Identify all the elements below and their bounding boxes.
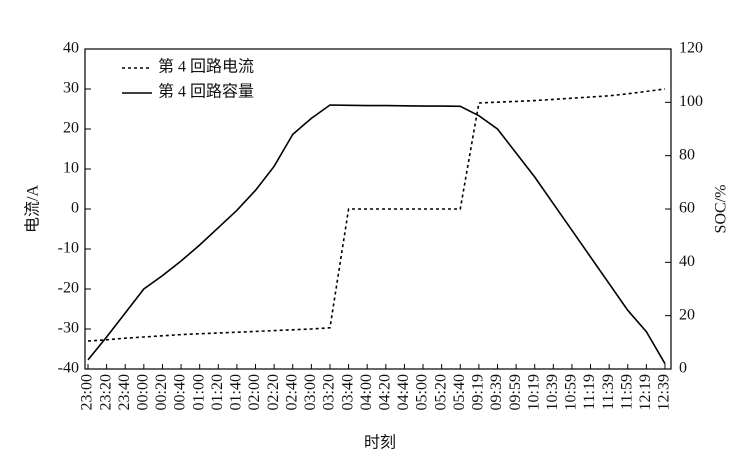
x-tick-label: 09:59 [507,374,524,410]
x-tick-label: 12:39 [656,374,673,410]
y2-tick-label: 80 [679,146,695,163]
x-tick-label: 05:40 [451,374,468,410]
series-line [87,104,666,365]
x-tick-label: 00:40 [172,374,189,410]
legend-label: 第 4 回路电流 [158,58,254,76]
x-tick-label: 10:19 [525,374,542,410]
x-tick-label: 10:39 [544,374,561,410]
y-axis-label: 电流/A [24,185,42,233]
x-tick-label: 04:20 [376,374,393,410]
x-tick-label: 05:00 [414,374,431,410]
x-tick-label: 12:19 [637,374,654,410]
x-tick-label: 05:20 [432,374,449,410]
x-tick-label: 01:00 [190,374,207,410]
x-tick-label: 10:59 [563,374,580,410]
y-tick-label: 30 [63,80,79,97]
x-tick-label: 11:59 [618,374,635,410]
x-tick-label: 03:40 [339,374,356,410]
x-tick-label: 02:40 [283,374,300,410]
x-tick-label: 09:19 [470,374,487,410]
x-tick-label: 04:00 [358,374,375,410]
x-tick-label: 11:19 [581,374,598,410]
y2-tick-label: 20 [679,306,695,323]
x-tick-label: 03:00 [302,374,319,410]
y-tick-label: 40 [63,40,79,57]
x-tick-label: 23:00 [79,374,96,410]
x-tick-label: 00:00 [135,374,152,410]
x-tick-label: 01:40 [228,374,245,410]
x-tick-label: 04:40 [395,374,412,410]
y-tick-label: 10 [63,160,79,177]
y-tick-label: 20 [63,120,79,137]
y-tick-label: -20 [58,280,79,297]
x-tick-label: 23:40 [116,374,133,410]
y2-tick-label: 0 [679,360,687,377]
x-tick-label: 09:39 [488,374,505,410]
x-tick-label: 02:20 [265,374,282,410]
x-axis-label: 时刻 [364,434,396,452]
y-tick-label: -30 [58,320,79,337]
x-tick-label: 01:20 [209,374,226,410]
y2-tick-label: 40 [679,253,695,270]
x-tick-label: 23:20 [97,374,114,410]
x-tick-label: 03:20 [321,374,338,410]
legend-label: 第 4 回路容量 [158,83,254,101]
x-tick-label: 11:39 [600,374,617,410]
y2-tick-label: 120 [679,40,703,57]
x-tick-label: 00:20 [153,374,170,410]
y-tick-label: 0 [71,200,79,217]
series-line [87,88,666,342]
x-tick-label: 02:00 [246,374,263,410]
y-tick-label: -10 [58,240,79,257]
y2-tick-label: 100 [679,93,703,110]
y2-axis-label: SOC/% [713,185,730,234]
y-tick-label: -40 [58,360,79,377]
y2-tick-label: 60 [679,200,695,217]
